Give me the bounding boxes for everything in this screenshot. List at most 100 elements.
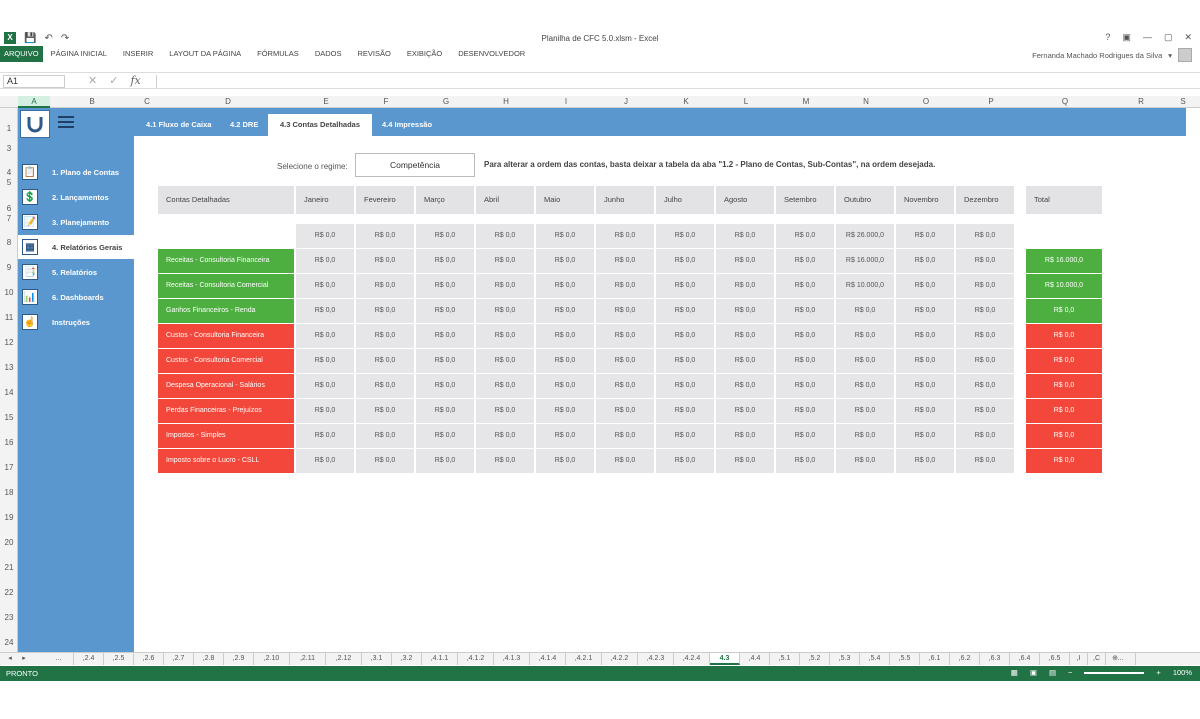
chevron-down-icon[interactable]: ▾ xyxy=(1168,50,1172,60)
sheet-tab[interactable]: ,2.12 xyxy=(326,653,362,665)
table-cell[interactable]: R$ 0,0 xyxy=(476,324,534,348)
table-cell[interactable]: R$ 0,0 xyxy=(656,349,714,373)
column-header-A[interactable]: A xyxy=(18,96,50,108)
table-cell[interactable]: R$ 0,0 xyxy=(296,424,354,448)
page-layout-icon[interactable]: ▣ xyxy=(1029,668,1037,677)
sheet-tab[interactable]: ,4.1.3 xyxy=(494,653,530,665)
table-cell[interactable]: R$ 0,0 xyxy=(596,274,654,298)
sheet-tab[interactable]: ,4.2.2 xyxy=(602,653,638,665)
table-cell[interactable]: R$ 0,0 xyxy=(776,299,834,323)
table-cell[interactable]: R$ 0,0 xyxy=(356,249,414,273)
ribbon-options-icon[interactable]: ▣ xyxy=(1122,32,1131,42)
row-header-10[interactable]: 10 xyxy=(4,288,14,297)
table-cell[interactable]: R$ 0,0 xyxy=(596,424,654,448)
column-header-M[interactable]: M xyxy=(802,97,810,106)
column-header-D[interactable]: D xyxy=(225,97,231,106)
table-cell[interactable]: R$ 0,0 xyxy=(776,399,834,423)
table-cell[interactable]: R$ 0,0 xyxy=(956,449,1014,473)
table-cell[interactable]: R$ 16.000,0 xyxy=(836,249,894,273)
column-header-K[interactable]: K xyxy=(683,97,689,106)
table-cell[interactable]: R$ 0,0 xyxy=(356,399,414,423)
row-header-16[interactable]: 16 xyxy=(4,438,14,447)
redo-icon[interactable]: ↷ xyxy=(60,32,70,44)
table-cell[interactable]: R$ 0,0 xyxy=(536,249,594,273)
table-cell[interactable]: R$ 0,0 xyxy=(656,399,714,423)
row-header-18[interactable]: 18 xyxy=(4,488,14,497)
table-cell[interactable]: R$ 0,0 xyxy=(536,274,594,298)
sheet-tab[interactable]: ,4.2.4 xyxy=(674,653,710,665)
undo-icon[interactable]: ↶ xyxy=(44,32,53,44)
row-header-1[interactable]: 1 xyxy=(6,124,12,133)
table-cell[interactable]: R$ 0,0 xyxy=(776,424,834,448)
table-cell[interactable]: R$ 0,0 xyxy=(836,399,894,423)
table-cell[interactable]: R$ 0,0 xyxy=(776,374,834,398)
table-cell[interactable]: R$ 0,0 xyxy=(896,274,954,298)
sheet-tab[interactable]: ,6.2 xyxy=(950,653,980,665)
table-cell[interactable]: R$ 0,0 xyxy=(416,349,474,373)
row-header-21[interactable]: 21 xyxy=(4,563,14,572)
ribbon-tab-8[interactable]: DESENVOLVEDOR xyxy=(458,49,526,58)
table-cell[interactable]: R$ 0,0 xyxy=(296,349,354,373)
table-cell[interactable]: R$ 0,0 xyxy=(716,399,774,423)
sheet-tab[interactable]: ,2.7 xyxy=(164,653,194,665)
table-cell[interactable]: R$ 10.000,0 xyxy=(836,274,894,298)
table-cell[interactable]: R$ 0,0 xyxy=(656,299,714,323)
sheet-tab[interactable]: ,2.9 xyxy=(224,653,254,665)
table-cell[interactable]: R$ 0,0 xyxy=(416,299,474,323)
table-cell[interactable]: R$ 0,0 xyxy=(956,424,1014,448)
table-cell[interactable]: R$ 0,0 xyxy=(716,374,774,398)
sheet-tab[interactable]: ,4.1.4 xyxy=(530,653,566,665)
table-cell[interactable]: R$ 0,0 xyxy=(956,399,1014,423)
table-cell[interactable]: R$ 0,0 xyxy=(296,274,354,298)
ribbon-tab-4[interactable]: FÓRMULAS xyxy=(257,49,299,58)
sheet-tab[interactable]: 4.3 xyxy=(710,653,740,665)
table-cell[interactable]: R$ 0,0 xyxy=(536,299,594,323)
ribbon-tab-3[interactable]: LAYOUT DA PÁGINA xyxy=(169,49,242,58)
table-cell[interactable]: R$ 0,0 xyxy=(656,424,714,448)
table-cell[interactable]: R$ 0,0 xyxy=(536,449,594,473)
cancel-icon[interactable]: ✕ xyxy=(88,75,98,87)
function-icon[interactable]: fx xyxy=(130,74,141,87)
sheet-tab[interactable]: ,5.2 xyxy=(800,653,830,665)
table-cell[interactable]: R$ 0,0 xyxy=(356,374,414,398)
table-cell[interactable]: R$ 0,0 xyxy=(656,274,714,298)
table-cell[interactable]: R$ 0,0 xyxy=(356,299,414,323)
sheet-tab[interactable]: ,5.4 xyxy=(860,653,890,665)
table-cell[interactable]: R$ 0,0 xyxy=(836,324,894,348)
table-cell[interactable]: R$ 0,0 xyxy=(656,449,714,473)
row-header-17[interactable]: 17 xyxy=(4,463,14,472)
table-cell[interactable]: R$ 0,0 xyxy=(596,399,654,423)
column-header-G[interactable]: G xyxy=(442,97,450,106)
column-header-P[interactable]: P xyxy=(988,97,994,106)
sheet-tab[interactable]: ,6.3 xyxy=(980,653,1010,665)
column-header-C[interactable]: C xyxy=(144,97,150,106)
tab-0[interactable]: 4.1 Fluxo de Caixa xyxy=(146,120,212,129)
table-cell[interactable]: R$ 0,0 xyxy=(296,324,354,348)
table-cell[interactable]: R$ 0,0 xyxy=(656,324,714,348)
sidebar-item-4[interactable]: 📑 5. Relatórios xyxy=(18,260,134,284)
table-cell[interactable]: R$ 0,0 xyxy=(356,424,414,448)
table-cell[interactable]: R$ 0,0 xyxy=(596,349,654,373)
column-header-R[interactable]: R xyxy=(1138,97,1144,106)
formula-input[interactable] xyxy=(156,75,1196,88)
sheet-tab[interactable]: ,6.1 xyxy=(920,653,950,665)
table-cell[interactable]: R$ 0,0 xyxy=(896,449,954,473)
table-cell[interactable]: R$ 0,0 xyxy=(416,399,474,423)
table-cell[interactable]: R$ 0,0 xyxy=(296,399,354,423)
check-icon[interactable]: ✓ xyxy=(109,75,119,87)
table-cell[interactable]: R$ 0,0 xyxy=(476,299,534,323)
save-icon[interactable]: 💾 xyxy=(24,32,37,44)
table-cell[interactable]: R$ 0,0 xyxy=(956,349,1014,373)
sidebar-item-3[interactable]: ▦ 4. Relatórios Gerais xyxy=(18,235,134,259)
maximize-icon[interactable]: ▢ xyxy=(1163,32,1173,42)
row-header-14[interactable]: 14 xyxy=(4,388,14,397)
sheet-tab[interactable]: ,5.1 xyxy=(770,653,800,665)
zoom-slider[interactable] xyxy=(1084,671,1145,674)
ribbon-tab-7[interactable]: EXIBIÇÃO xyxy=(406,49,443,58)
column-header-N[interactable]: N xyxy=(863,97,869,106)
ribbon-tab-2[interactable]: INSERIR xyxy=(122,49,154,58)
menu-icon[interactable] xyxy=(58,116,74,128)
row-header-20[interactable]: 20 xyxy=(4,538,14,547)
table-cell[interactable]: R$ 0,0 xyxy=(476,424,534,448)
table-cell[interactable]: R$ 0,0 xyxy=(956,324,1014,348)
